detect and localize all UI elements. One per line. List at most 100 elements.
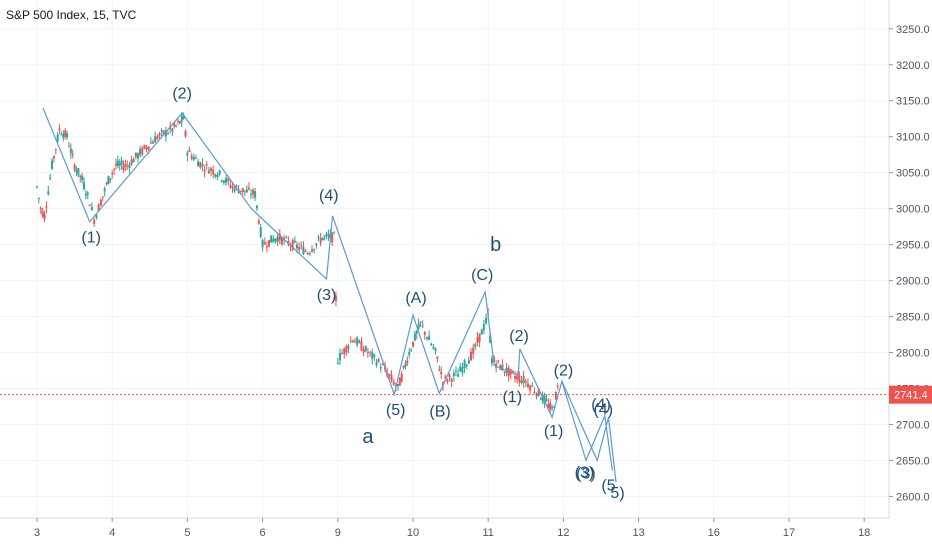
- candle-body: [139, 149, 142, 156]
- candle-body: [478, 333, 481, 342]
- wave-label: (C): [471, 267, 493, 284]
- x-tick-label: 12: [557, 527, 569, 539]
- candle-body: [463, 360, 466, 369]
- candle-body: [227, 179, 230, 182]
- candle-body: [152, 141, 155, 144]
- candle-body: [410, 350, 413, 352]
- x-tick-label: 13: [632, 527, 644, 539]
- candle-body: [308, 253, 311, 255]
- candle-body: [358, 340, 361, 343]
- candle-body: [254, 191, 257, 198]
- candle-body: [345, 345, 348, 353]
- candle-body: [173, 123, 176, 127]
- candle-body: [233, 187, 236, 192]
- y-tick-label: 3200.0: [896, 60, 930, 72]
- x-axis: 3 4 5 6 9 10 11 12 13 16 17 18: [0, 517, 932, 550]
- candle-body: [268, 239, 271, 247]
- y-tick-label: 3000.0: [896, 204, 930, 216]
- candle-body: [406, 360, 409, 364]
- candle-body: [43, 214, 46, 220]
- candle-body: [243, 190, 246, 192]
- candle-body: [529, 385, 532, 391]
- wave-label: a: [362, 426, 374, 448]
- candle-body: [276, 236, 279, 243]
- y-tick-label: 2850.0: [896, 312, 930, 324]
- candle-body: [300, 245, 303, 247]
- candle-body: [47, 191, 50, 195]
- candle-body: [400, 373, 403, 382]
- candle-body: [241, 188, 244, 193]
- candle-body: [261, 240, 264, 248]
- candle-body: [476, 337, 479, 343]
- candle-body: [58, 128, 61, 131]
- candle-body: [520, 380, 523, 383]
- candle-body: [220, 180, 223, 182]
- wave-label: (5: [601, 478, 615, 495]
- candle-body: [122, 166, 125, 170]
- candle-body: [334, 295, 337, 301]
- candle-body: [404, 363, 407, 367]
- candle-body: [95, 214, 98, 218]
- candle-body: [99, 200, 102, 206]
- x-tick-label: 4: [109, 527, 115, 539]
- candle-body: [212, 169, 215, 175]
- candle-body: [430, 343, 433, 346]
- wave-label: (1): [81, 229, 101, 246]
- x-tick-label: 18: [858, 527, 870, 539]
- candle-body: [379, 366, 382, 369]
- candle-body: [128, 164, 131, 168]
- candle-body: [501, 364, 504, 371]
- y-tick-label: 2700.0: [896, 419, 930, 431]
- candle-body: [93, 219, 96, 224]
- candle-body: [423, 331, 426, 335]
- candle-body: [64, 130, 67, 137]
- candle-body: [188, 149, 191, 152]
- candle-body: [547, 403, 550, 409]
- candle-body: [175, 125, 178, 127]
- candle-body: [79, 175, 82, 177]
- candle-body: [101, 196, 104, 198]
- candle-body: [315, 243, 318, 246]
- candle-body: [210, 168, 213, 171]
- candle-body: [75, 170, 78, 172]
- candle-body: [396, 384, 399, 387]
- candle-body: [516, 375, 519, 380]
- y-tick-label: 2950.0: [896, 240, 930, 252]
- x-tick-label: 5: [184, 527, 190, 539]
- candle-body: [180, 116, 183, 122]
- candle-body: [245, 189, 248, 193]
- wave-line-small-2: [561, 381, 617, 483]
- candle-body: [531, 385, 534, 387]
- candle-body: [549, 403, 552, 410]
- candle-body: [432, 346, 435, 349]
- candle-body: [222, 180, 225, 183]
- candle-body: [178, 121, 181, 124]
- wave-label: (4): [591, 396, 611, 413]
- candle-body: [461, 367, 464, 373]
- candle-body: [480, 329, 483, 335]
- candle-body: [171, 128, 174, 132]
- candle-body: [392, 381, 395, 385]
- candle-body: [278, 233, 281, 241]
- y-tick-label: 2800.0: [896, 348, 930, 360]
- candle-body: [425, 337, 428, 339]
- candle-body: [132, 159, 135, 163]
- candle-body: [156, 136, 159, 139]
- x-tick-label: 11: [482, 527, 493, 539]
- candle-body: [141, 147, 144, 155]
- candle-body: [388, 374, 391, 376]
- wave-label: (1): [502, 389, 522, 406]
- candle-body: [489, 335, 492, 343]
- candle-body: [225, 177, 228, 183]
- candle-body: [333, 232, 336, 234]
- candle-body: [177, 120, 179, 122]
- candle-body: [311, 249, 314, 252]
- candle-body: [239, 190, 242, 192]
- wave-label: (A): [405, 290, 426, 307]
- candle-body: [304, 251, 307, 253]
- candle-body: [545, 399, 548, 401]
- y-tick-label: 3100.0: [896, 132, 930, 144]
- candle-body: [218, 170, 221, 175]
- candle-body: [402, 365, 405, 368]
